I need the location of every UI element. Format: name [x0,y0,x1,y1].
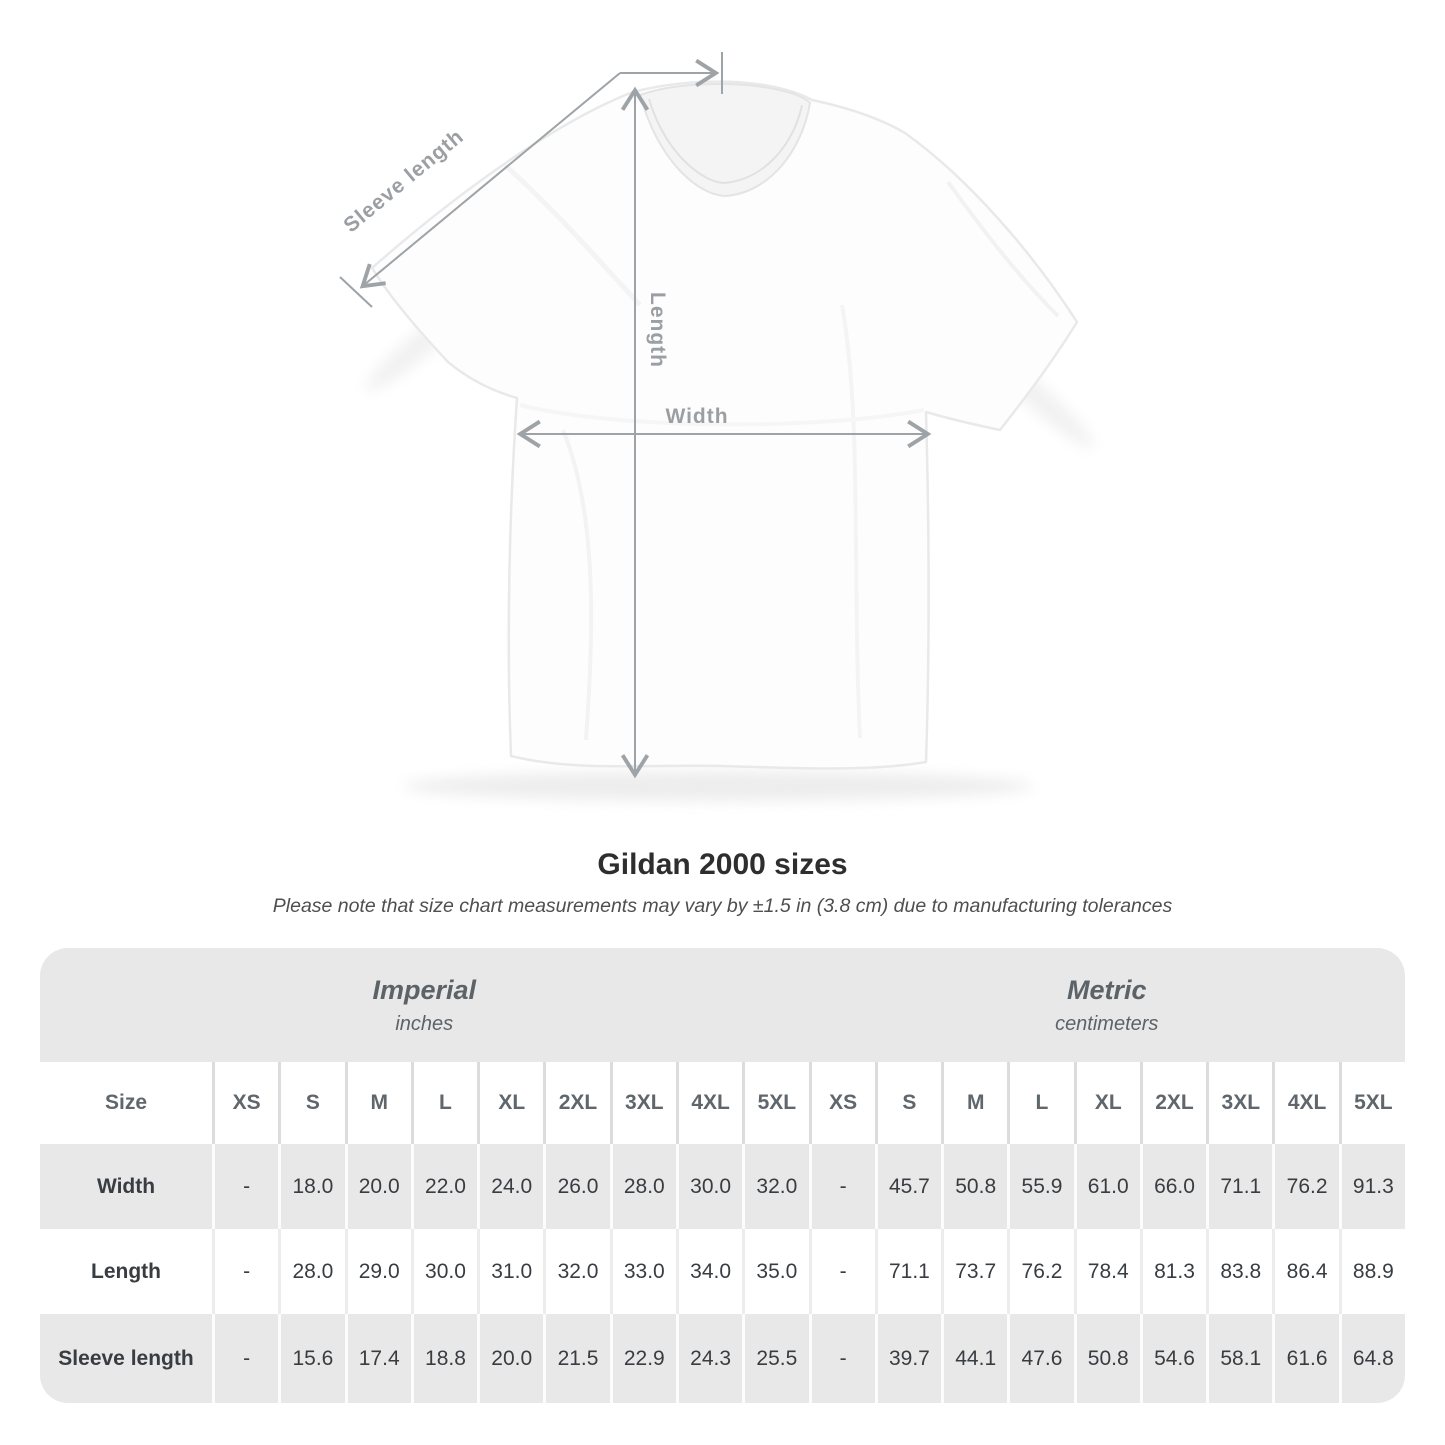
unit-group-imperial: Imperial inches [40,948,809,1062]
col-header-imperial-xs: XS [212,1062,279,1144]
sleeve-length-start-tick [339,276,373,308]
cell: 21.5 [543,1314,610,1403]
col-header-metric-xs: XS [808,1062,875,1144]
cell: 20.0 [344,1144,411,1229]
cell: 81.3 [1139,1229,1207,1314]
cell: 22.9 [609,1314,676,1403]
cell: 54.6 [1139,1314,1207,1403]
cell: - [808,1144,875,1229]
col-header-imperial-2xl: 2XL [543,1062,610,1144]
col-header-imperial-4xl: 4XL [675,1062,743,1144]
cell: 32.0 [543,1229,610,1314]
cell: 17.4 [344,1314,411,1403]
col-header-metric-3xl: 3XL [1206,1062,1273,1144]
cell: 50.8 [1073,1314,1140,1403]
cell: 15.6 [278,1314,345,1403]
cell: 86.4 [1272,1229,1339,1314]
col-header-imperial-5xl: 5XL [742,1062,809,1144]
cell: 73.7 [941,1229,1008,1314]
cell: 71.1 [874,1229,942,1314]
cell: 30.0 [675,1144,743,1229]
cell: 61.6 [1272,1314,1339,1403]
width-label: Width [665,405,728,428]
cell: 47.6 [1007,1314,1074,1403]
cell: - [212,1229,279,1314]
imperial-title: Imperial [372,974,477,1005]
cell: 35.0 [742,1229,809,1314]
cell: 55.9 [1007,1144,1074,1229]
cell: 29.0 [344,1229,411,1314]
cell: 33.0 [609,1229,676,1314]
tshirt-measurement-figure: Sleeve length Length Width [339,52,1094,801]
cell: 24.3 [675,1314,743,1403]
cell: - [808,1229,875,1314]
col-header-metric-l: L [1007,1062,1074,1144]
cell: 32.0 [742,1144,809,1229]
measurement-annotations [339,52,932,779]
cell: 20.0 [477,1314,544,1403]
cell: 44.1 [941,1314,1008,1403]
sleeve-length-line-diagonal [359,72,621,289]
cell: 76.2 [1272,1144,1339,1229]
cell: 34.0 [675,1229,743,1314]
cell: 39.7 [874,1314,942,1403]
cell: 30.0 [410,1229,478,1314]
tolerance-note: Please note that size chart measurements… [272,895,1173,917]
cell: 50.8 [941,1144,1008,1229]
cell: 76.2 [1007,1229,1074,1314]
cell: 83.8 [1206,1229,1273,1314]
col-header-imperial-xl: XL [477,1062,544,1144]
cell: 31.0 [477,1229,544,1314]
cell: 45.7 [874,1144,942,1229]
tshirt-diagram: Sleeve length Length Width [339,52,1094,801]
cell: 88.9 [1338,1229,1405,1314]
cell: 26.0 [543,1144,610,1229]
cell: 25.5 [742,1314,809,1403]
col-header-metric-4xl: 4XL [1272,1062,1339,1144]
cell: 28.0 [609,1144,676,1229]
col-header-imperial-l: L [410,1062,478,1144]
col-header-metric-m: M [941,1062,1008,1144]
cell: 58.1 [1206,1314,1273,1403]
cell: 18.8 [410,1314,478,1403]
col-header-metric-xl: XL [1073,1062,1140,1144]
cell: 71.1 [1206,1144,1273,1229]
cell: - [212,1314,279,1403]
col-header-metric-5xl: 5XL [1338,1062,1405,1144]
cell: - [212,1144,279,1229]
col-header-metric-2xl: 2XL [1139,1062,1207,1144]
imperial-unit: inches [395,1012,454,1035]
cell: 66.0 [1139,1144,1207,1229]
cell: 18.0 [278,1144,345,1229]
row-label: Length [40,1229,212,1314]
col-header-imperial-s: S [278,1062,345,1144]
cell: 64.8 [1338,1314,1405,1403]
cell: 78.4 [1073,1229,1140,1314]
cell: 61.0 [1073,1144,1140,1229]
cell: 91.3 [1338,1144,1405,1229]
cell: 22.0 [410,1144,478,1229]
metric-unit: centimeters [1055,1012,1159,1035]
unit-group-metric: Metric centimeters [808,948,1405,1062]
size-table: Imperial inches Metric centimeters Size … [40,948,1405,1403]
col-header-imperial-m: M [344,1062,411,1144]
page-title: Gildan 2000 sizes [597,848,848,881]
row-label: Width [40,1144,212,1229]
col-header-imperial-3xl: 3XL [609,1062,676,1144]
metric-title: Metric [1066,974,1147,1005]
cell: 24.0 [477,1144,544,1229]
size-header: Size [40,1062,212,1144]
cell: - [808,1314,875,1403]
col-header-metric-s: S [874,1062,942,1144]
cell: 28.0 [278,1229,345,1314]
row-label: Sleeve length [40,1314,212,1403]
length-label: Length [646,292,669,368]
